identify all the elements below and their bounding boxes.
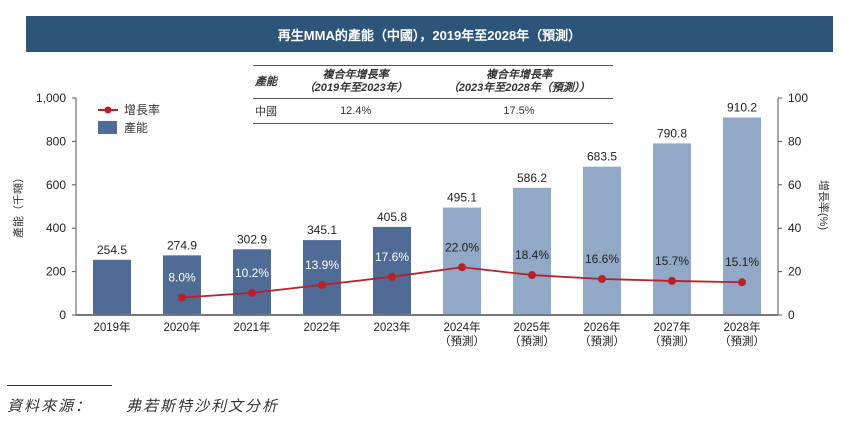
bar-value-label: 495.1: [447, 191, 477, 205]
growth-rate-label: 15.1%: [725, 255, 759, 269]
source-value: 弗若斯特沙利文分析: [126, 398, 280, 415]
source-note: 資料來源： 弗若斯特沙利文分析: [7, 395, 279, 416]
y-tick-label: 400: [46, 221, 66, 235]
bar-2027年: [653, 143, 691, 315]
bar-2026年: [583, 166, 621, 315]
x-tick-label: 2019年: [93, 320, 130, 334]
growth-rate-point: [738, 278, 746, 287]
chart-plot: 0 200 400 600 800 1,000 0 20 40 60 80 100 254.5 2019…: [11, 91, 831, 348]
x-tick-sublabel: （預測）: [439, 334, 485, 348]
cagr-table-header: 產能 複合年增長率 （2019年至2023年） 複合年增長率 （2023年至2028…: [253, 65, 613, 99]
cagr-header-2023-2028: 複合年增長率 （2023年至2028年（預測））: [424, 65, 613, 99]
y2-tick-label: 20: [788, 265, 802, 279]
legend-capacity-label: 產能: [124, 120, 148, 135]
y-tick-label: 200: [46, 265, 66, 279]
growth-rate-point: [318, 280, 326, 289]
growth-rate-label: 22.0%: [445, 240, 479, 254]
bar-value-label: 910.2: [727, 100, 757, 114]
bar-value-label: 683.5: [587, 150, 617, 164]
cagr-region: 中國: [253, 98, 287, 124]
bar-2023年: [373, 226, 411, 315]
x-tick-sublabel: （預測）: [649, 334, 695, 348]
y-axis-label: 產能（千噸）: [11, 172, 25, 238]
bar-value-label: 274.9: [167, 238, 197, 252]
cagr-value-2019-2023: 12.4%: [286, 98, 425, 124]
cagr-header-2019-2023: 複合年增長率 （2019年至2023年）: [286, 65, 425, 99]
growth-rate-point: [528, 271, 536, 280]
y-tick-label: 1,000: [36, 91, 66, 105]
growth-rate-label: 13.9%: [305, 258, 339, 272]
x-tick-label: 2023年: [373, 320, 410, 334]
source-divider: [7, 385, 112, 386]
x-tick-sublabel: （預測）: [579, 334, 625, 348]
growth-rate-label: 15.7%: [655, 254, 689, 268]
legend-growth-marker: [104, 106, 112, 114]
chart-title: 再生MMA的產能（中國），2019年至2028年（預測）: [26, 16, 833, 52]
bar-2019年: [93, 259, 131, 315]
growth-rate-label: 8.0%: [168, 271, 196, 285]
y2-tick-label: 40: [788, 221, 802, 235]
bar-value-label: 345.1: [307, 223, 337, 237]
x-tick-label: 2025年: [513, 320, 550, 334]
growth-rate-label: 16.6%: [585, 252, 619, 266]
y-tick-label: 0: [59, 308, 66, 322]
source-label: 資料來源：: [7, 398, 93, 415]
growth-rate-point: [248, 288, 256, 297]
y-tick-label: 600: [46, 178, 66, 192]
bar-value-label: 254.5: [97, 243, 127, 257]
bar-2022年: [303, 240, 341, 315]
y2-axis-label: 增長率(%): [817, 180, 831, 230]
y2-tick-label: 60: [788, 178, 802, 192]
bar-value-label: 790.8: [657, 126, 687, 140]
growth-rate-point: [388, 272, 396, 281]
growth-rate-label: 18.4%: [515, 248, 549, 262]
y2-tick-label: 0: [788, 308, 795, 322]
cagr-header-capacity: 產能: [253, 65, 287, 99]
growth-rate-label: 17.6%: [375, 250, 409, 264]
bar-value-label: 302.9: [237, 232, 267, 246]
table-row: 中國 12.4% 17.5%: [253, 98, 613, 124]
x-tick-label: 2020年: [163, 320, 200, 334]
growth-rate-label: 10.2%: [235, 266, 269, 280]
legend-capacity-swatch: [98, 121, 117, 134]
bar-2025年: [513, 187, 551, 315]
x-tick-sublabel: （預測）: [509, 334, 555, 348]
x-tick-label: 2026年: [583, 320, 620, 334]
growth-rate-point: [598, 274, 606, 283]
x-tick-label: 2027年: [653, 320, 690, 334]
bar-2020年: [163, 255, 201, 315]
cagr-value-2023-2028: 17.5%: [424, 98, 613, 124]
cagr-table: 產能 複合年增長率 （2019年至2023年） 複合年增長率 （2023年至2028…: [253, 65, 613, 124]
x-tick-sublabel: （預測）: [719, 334, 765, 348]
growth-rate-point: [668, 276, 676, 285]
x-tick-label: 2022年: [303, 320, 340, 334]
growth-rate-point: [178, 293, 186, 302]
bar-value-label: 405.8: [377, 210, 407, 224]
x-tick-label: 2021年: [233, 320, 270, 334]
y2-tick-label: 100: [788, 91, 808, 105]
y-tick-label: 800: [46, 134, 66, 148]
legend-growth-label: 增長率: [124, 102, 160, 117]
growth-rate-point: [458, 263, 466, 272]
bar-2021年: [233, 249, 271, 315]
x-tick-label: 2028年: [723, 320, 760, 334]
y2-tick-label: 80: [788, 134, 802, 148]
bar-2024年: [443, 207, 481, 315]
x-tick-label: 2024年: [443, 320, 480, 334]
bar-value-label: 586.2: [517, 171, 547, 185]
